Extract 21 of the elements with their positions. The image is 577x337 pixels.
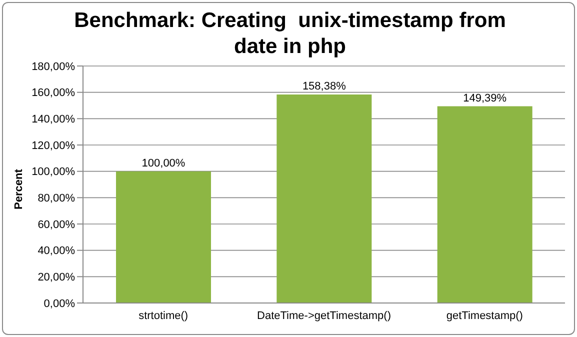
y-tick-label: 140,00%: [32, 114, 76, 126]
y-tick-label: 40,00%: [38, 245, 76, 258]
y-axis-title: Percent: [12, 168, 25, 210]
bar: [276, 94, 372, 303]
x-tick-label: strtotime(): [138, 310, 188, 322]
y-tick-label: 100,00%: [32, 166, 76, 178]
y-tick-label: 160,00%: [32, 87, 76, 100]
data-label: 149,39%: [463, 92, 507, 104]
y-tick-label: 120,00%: [32, 140, 76, 152]
bar: [437, 106, 532, 303]
y-tick-label: 80,00%: [38, 192, 76, 205]
data-label: 100,00%: [142, 157, 186, 170]
y-tick-label: 0,00%: [44, 298, 76, 310]
x-tick-label: DateTime->getTimestamp(): [257, 310, 391, 322]
data-label: 158,38%: [302, 80, 346, 92]
y-tick-label: 60,00%: [38, 218, 76, 231]
chart-title: Benchmark: Creating unix-timestamp from date in php: [73, 8, 507, 60]
x-tick-label: getTimestamp(): [446, 310, 523, 322]
bar: [116, 171, 211, 303]
y-tick-label: 20,00%: [38, 272, 76, 284]
y-tick-label: 180,00%: [32, 60, 76, 73]
